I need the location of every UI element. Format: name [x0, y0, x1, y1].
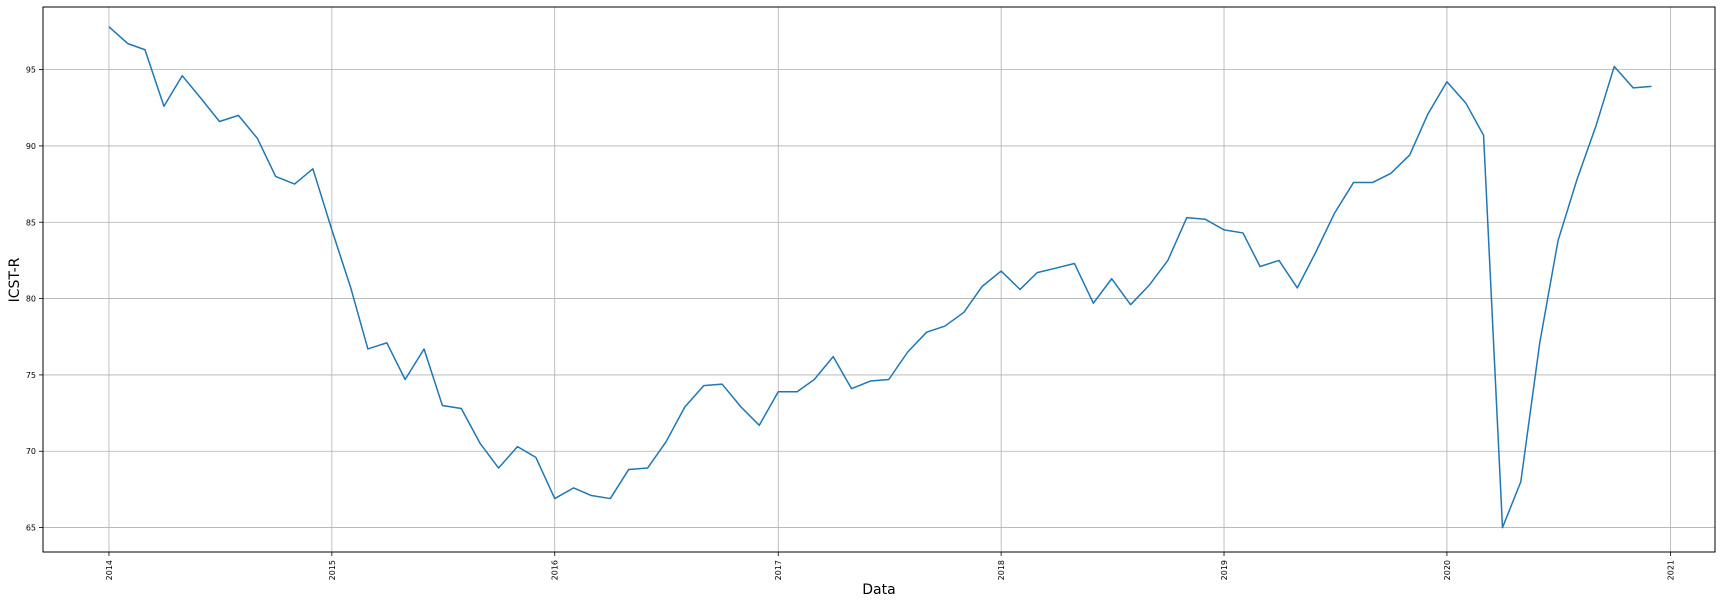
plot-area-frame — [42, 6, 1716, 553]
y-tick-label: 70 — [26, 447, 36, 456]
x-axis-title: Data — [862, 582, 895, 598]
series-line — [108, 26, 1652, 529]
x-tick-label: 2017 — [774, 560, 783, 580]
y-axis-title: ICST-R — [7, 257, 23, 302]
y-tick-label: 80 — [26, 295, 36, 304]
grid — [43, 7, 1715, 552]
y-tick-label: 95 — [26, 66, 36, 75]
x-tick-label: 2019 — [1220, 560, 1229, 580]
x-tick-label: 2014 — [105, 560, 114, 580]
x-axis: 2014 2015 2016 2017 2018 2019 2020 2021 — [105, 552, 1675, 580]
y-axis: 65 70 75 80 85 90 95 — [26, 66, 43, 533]
y-tick-label: 85 — [26, 218, 36, 227]
x-tick-label: 2020 — [1443, 560, 1452, 580]
x-tick-label: 2018 — [997, 560, 1006, 580]
y-tick-label: 75 — [26, 371, 36, 380]
x-tick-label: 2015 — [328, 560, 337, 580]
y-tick-label: 65 — [26, 524, 36, 533]
x-tick-label: 2016 — [551, 560, 560, 580]
y-tick-label: 90 — [26, 142, 36, 151]
x-tick-label: 2021 — [1666, 560, 1675, 580]
